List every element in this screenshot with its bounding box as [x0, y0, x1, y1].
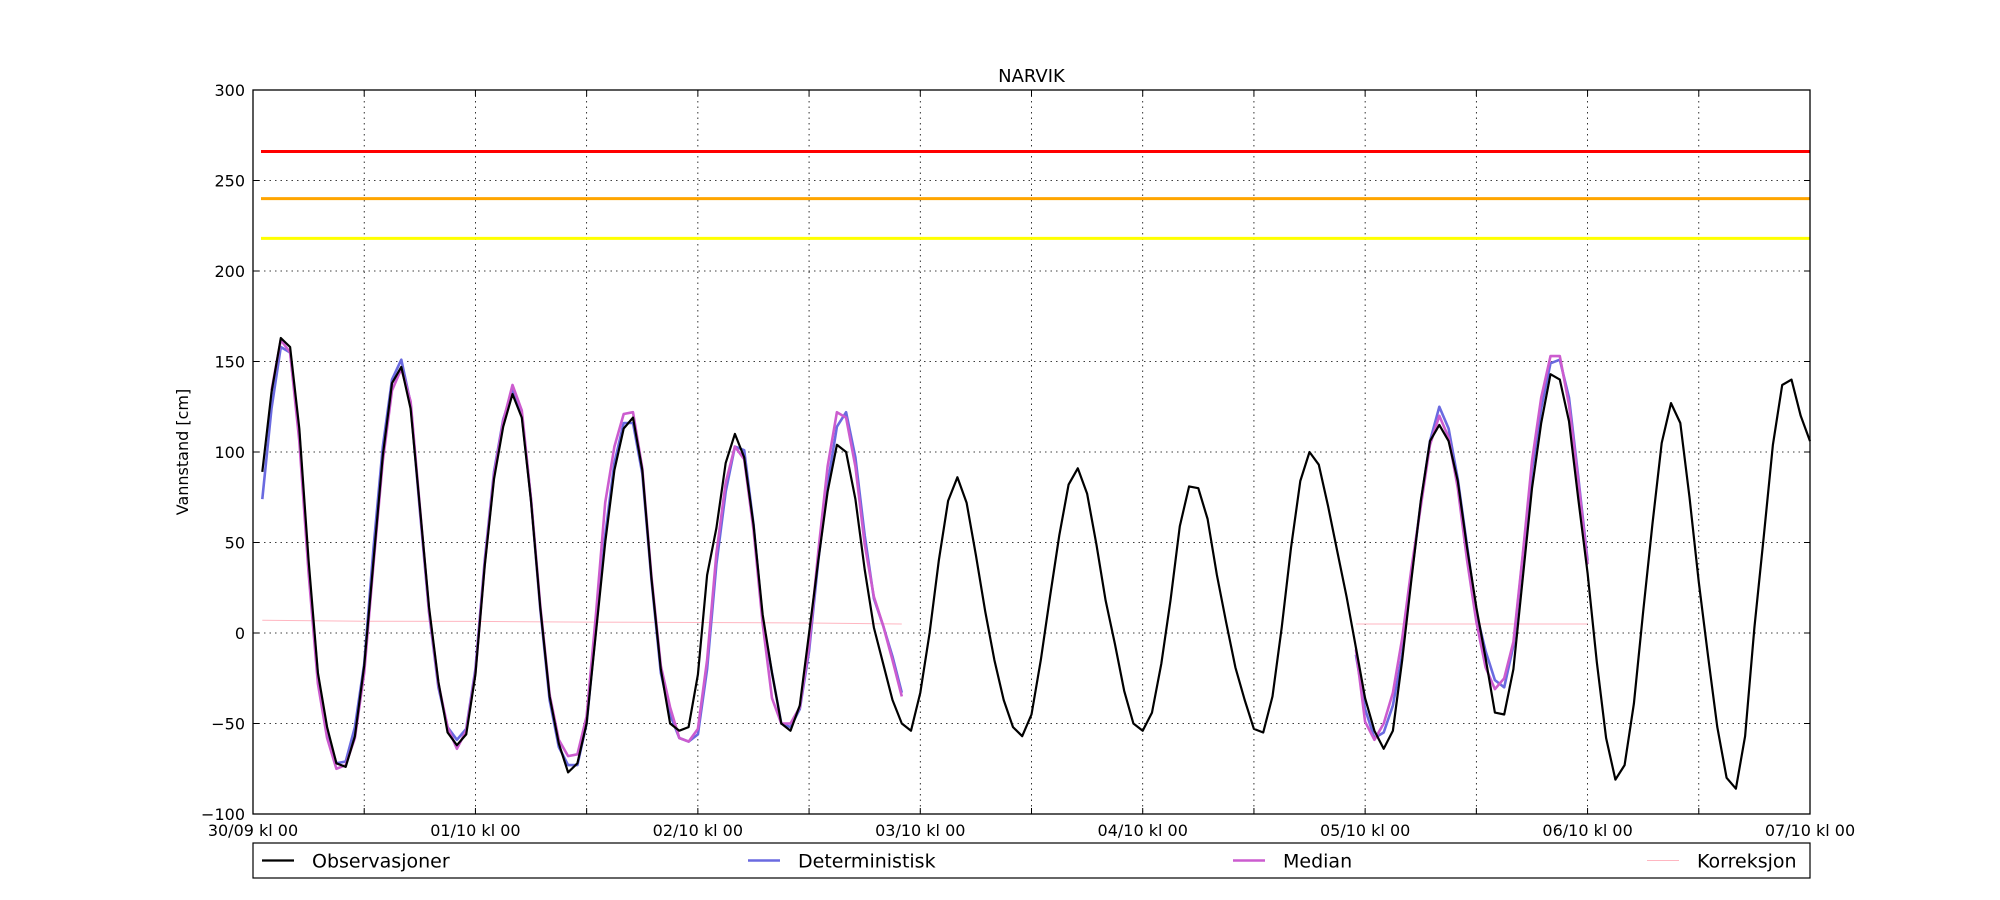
grid-lines — [253, 90, 1810, 814]
x-tick-label: 02/10 kl 00 — [653, 821, 743, 840]
legend-label-korreksjon: Korreksjon — [1697, 851, 1797, 873]
x-tick-label: 01/10 kl 00 — [430, 821, 520, 840]
y-tick-label: 50 — [225, 534, 245, 553]
x-tick-label: 30/09 kl 00 — [208, 821, 298, 840]
series-lines — [261, 336, 1812, 790]
y-tick-label: 200 — [214, 262, 245, 281]
legend-frame — [252, 842, 1811, 879]
legend-label-deterministisk: Deterministisk — [798, 851, 936, 873]
y-tick-label: 150 — [214, 353, 245, 372]
threshold-lines — [261, 150, 1810, 240]
legend-label-median: Median — [1283, 851, 1352, 873]
y-tick-label: 250 — [214, 172, 245, 191]
y-tick-label: 0 — [235, 624, 245, 643]
y-tick-label: −100 — [201, 805, 245, 824]
x-tick-label: 04/10 kl 00 — [1098, 821, 1188, 840]
plot-area: −100 −50 0 50 100 150 200 250 300 30/09 kl 00 01/1… — [201, 81, 1855, 840]
series-line-korreksjon — [262, 619, 902, 625]
x-tick-label: 03/10 kl 00 — [875, 821, 965, 840]
y-tick-label: 300 — [214, 81, 245, 100]
chart-title: NARVIK — [998, 66, 1066, 87]
series-line-median — [1354, 354, 1589, 742]
x-tick-label: 06/10 kl 00 — [1542, 821, 1632, 840]
x-tick-label: 07/10 kl 00 — [1765, 821, 1855, 840]
x-tick-label: 05/10 kl 00 — [1320, 821, 1410, 840]
y-axis-label: Vannstand [cm] — [173, 389, 192, 515]
legend: Observasjoner Deterministisk Median Korreks… — [252, 842, 1811, 879]
y-tick-label: 100 — [214, 443, 245, 462]
y-tick-label: −50 — [211, 715, 245, 734]
series-line-observasjoner — [261, 336, 1812, 790]
axis-ticks: −100 −50 0 50 100 150 200 250 300 30/09 kl 00 01/1… — [201, 81, 1855, 840]
legend-label-observasjoner: Observasjoner — [312, 851, 450, 873]
